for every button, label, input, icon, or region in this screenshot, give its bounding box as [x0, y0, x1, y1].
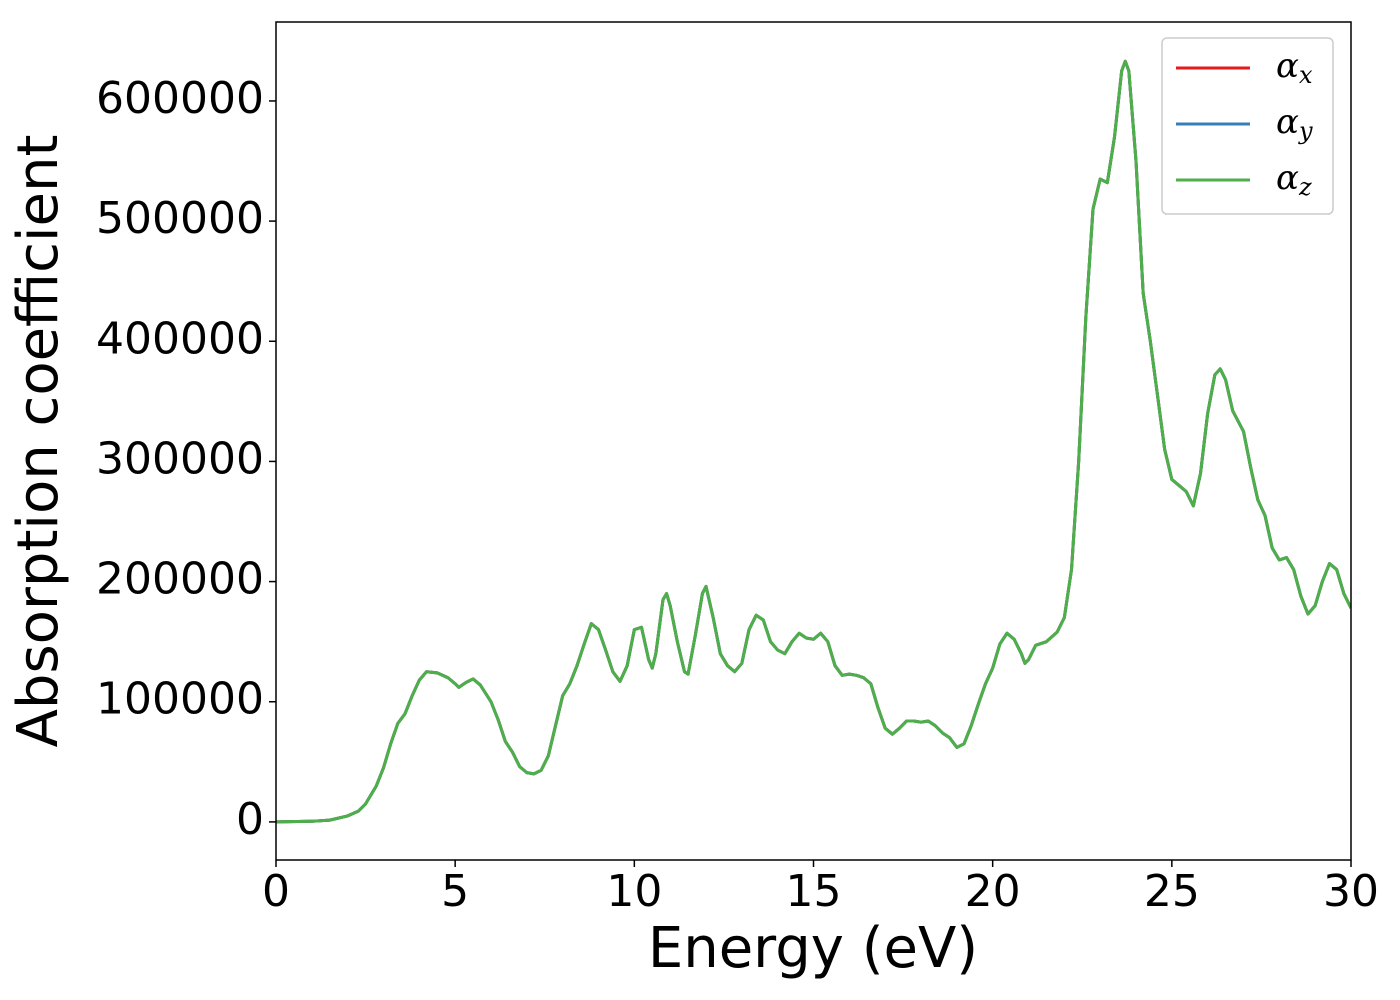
legend-label: αy	[1276, 102, 1313, 145]
x-tick-label: 20	[965, 866, 1021, 917]
plot-frame	[275, 21, 1352, 861]
x-axis-label: Energy (eV)	[648, 916, 978, 981]
y-tick-label: 500000	[96, 193, 264, 244]
legend-box	[1161, 37, 1334, 215]
legend-label: αx	[1276, 46, 1313, 89]
y-tick-label: 100000	[96, 674, 264, 725]
x-tick-label: 25	[1144, 866, 1200, 917]
legend-label: αz	[1276, 158, 1312, 201]
x-tick-label: 30	[1323, 866, 1379, 917]
y-tick-label: 300000	[96, 433, 264, 484]
x-tick-label: 0	[262, 866, 290, 917]
y-axis-label: Absorption coefficient	[6, 135, 71, 748]
y-tick-label: 600000	[96, 73, 264, 124]
y-tick-label: 200000	[96, 554, 264, 605]
x-tick-label: 15	[786, 866, 842, 917]
y-tick-label: 400000	[96, 313, 264, 364]
x-tick-label: 5	[441, 866, 469, 917]
data-line	[276, 59, 1351, 824]
y-tick-label: 0	[236, 794, 264, 845]
x-tick-label: 10	[606, 866, 662, 917]
